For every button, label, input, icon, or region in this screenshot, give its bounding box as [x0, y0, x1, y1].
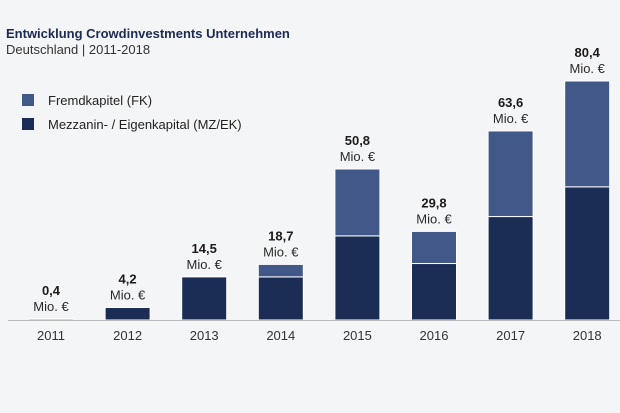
x-tick-2012: 2012: [113, 328, 142, 343]
bar-mzek-2017: [487, 216, 534, 321]
legend: Fremdkapitel (FK) Mezzanin- / Eigenkapit…: [22, 92, 242, 140]
bar-fk-2014: [257, 263, 304, 278]
value-label-2013: 14,5: [192, 241, 217, 256]
value-label-2012: 4,2: [119, 272, 137, 287]
bar-mzek-2018: [564, 186, 611, 321]
bar-fk-2016: [411, 230, 457, 265]
value-label-2011: 0,4: [42, 283, 61, 298]
chart-title: Entwicklung Crowdinvestments Unternehmen: [6, 26, 290, 41]
unit-label-2015: Mio. €: [340, 149, 376, 164]
unit-label-2011: Mio. €: [33, 299, 69, 314]
unit-label-2018: Mio. €: [569, 61, 605, 76]
bar-mzek-2013: [181, 276, 228, 321]
legend-label-fk: Fremdkapitel (FK): [48, 92, 153, 108]
x-tick-2017: 2017: [496, 328, 525, 343]
bar-fk-2018: [564, 80, 611, 188]
bar-mzek-2015: [334, 235, 381, 321]
unit-label-2013: Mio. €: [186, 257, 222, 272]
bar-mzek-2012: [104, 307, 151, 321]
unit-label-2017: Mio. €: [493, 111, 529, 126]
legend-label-mzek: Mezzanin- / Eigenkapital (MZ/EK): [48, 116, 242, 132]
value-label-2018: 80,4: [575, 45, 601, 60]
x-tick-2018: 2018: [573, 328, 602, 343]
value-label-2016: 29,8: [421, 195, 446, 210]
legend-swatch-mzek: [22, 118, 34, 130]
x-tick-2015: 2015: [343, 328, 372, 343]
bar-mzek-2016: [411, 263, 457, 321]
unit-label-2012: Mio. €: [110, 288, 146, 303]
unit-label-2014: Mio. €: [263, 244, 299, 259]
bar-mzek-2011: [28, 318, 74, 321]
value-label-2015: 50,8: [345, 133, 370, 148]
legend-swatch-fk: [22, 94, 34, 106]
bar-fk-2017: [487, 130, 534, 218]
x-tick-2011: 2011: [37, 328, 65, 343]
unit-label-2016: Mio. €: [416, 211, 452, 226]
chart-subtitle: Deutschland | 2011-2018: [6, 42, 151, 57]
value-label-2017: 63,6: [498, 95, 523, 110]
x-tick-2013: 2013: [190, 328, 219, 343]
legend-item-fk: Fremdkapitel (FK): [22, 92, 242, 108]
x-tick-2014: 2014: [266, 328, 295, 343]
value-label-2014: 18,7: [268, 228, 293, 243]
bar-mzek-2014: [257, 276, 304, 321]
legend-item-mzek: Mezzanin- / Eigenkapital (MZ/EK): [22, 116, 242, 132]
bar-fk-2015: [334, 168, 381, 237]
x-tick-2016: 2016: [420, 328, 449, 343]
